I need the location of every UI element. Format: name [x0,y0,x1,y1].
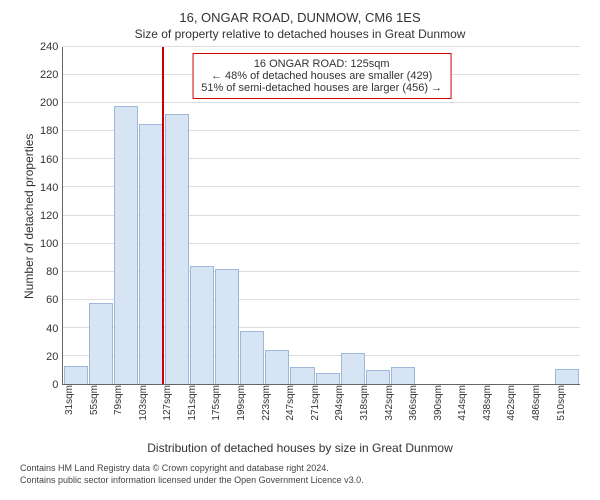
footer-line2: Contains public sector information licen… [20,475,580,487]
bar [265,350,289,384]
annotation-line1: 16 ONGAR ROAD: 125sqm [201,58,442,70]
annotation-line2: ← 48% of detached houses are smaller (42… [201,70,442,82]
bar [240,331,264,384]
x-tick: 103sqm [138,385,163,423]
bar [139,124,163,384]
y-axis-label: Number of detached properties [20,47,38,385]
y-axis-ticks: 240220200180160140120100806040200 [38,47,62,385]
x-tick: 271sqm [310,385,335,423]
plot-area: 16 ONGAR ROAD: 125sqm ← 48% of detached … [62,47,580,385]
annotation-box: 16 ONGAR ROAD: 125sqm ← 48% of detached … [192,53,451,99]
bar [366,370,390,384]
x-tick: 199sqm [236,385,261,423]
x-tick: 414sqm [457,385,482,423]
x-tick: 31sqm [64,385,89,417]
bar [64,366,88,384]
bar [341,353,365,384]
x-tick: 79sqm [113,385,138,417]
x-tick: 318sqm [359,385,384,423]
x-axis-label: Distribution of detached houses by size … [20,441,580,455]
x-tick: 151sqm [187,385,212,423]
bar [165,114,189,384]
x-tick: 438sqm [482,385,507,423]
x-tick: 223sqm [261,385,286,423]
x-tick: 175sqm [211,385,236,423]
x-tick: 462sqm [506,385,531,423]
x-tick: 127sqm [162,385,187,423]
x-tick: 486sqm [531,385,556,423]
bar [190,266,214,384]
footer: Contains HM Land Registry data © Crown c… [20,463,580,486]
x-axis-ticks: 31sqm55sqm79sqm103sqm127sqm151sqm175sqm1… [64,385,580,439]
annotation-line3: 51% of semi-detached houses are larger (… [201,82,442,94]
footer-line1: Contains HM Land Registry data © Crown c… [20,463,580,475]
chart-title: 16, ONGAR ROAD, DUNMOW, CM6 1ES [20,10,580,25]
x-tick: 294sqm [334,385,359,423]
bar [215,269,239,384]
bar [290,367,314,384]
bar [391,367,415,384]
chart-subtitle: Size of property relative to detached ho… [20,27,580,41]
bar [89,303,113,384]
reference-line [162,47,164,384]
bar [555,369,579,384]
x-tick: 342sqm [384,385,409,423]
x-tick: 390sqm [433,385,458,423]
bar [316,373,340,384]
bar [114,106,138,384]
x-tick: 55sqm [89,385,114,417]
x-tick: 366sqm [408,385,433,423]
x-tick: 510sqm [556,385,581,423]
x-tick: 247sqm [285,385,310,423]
